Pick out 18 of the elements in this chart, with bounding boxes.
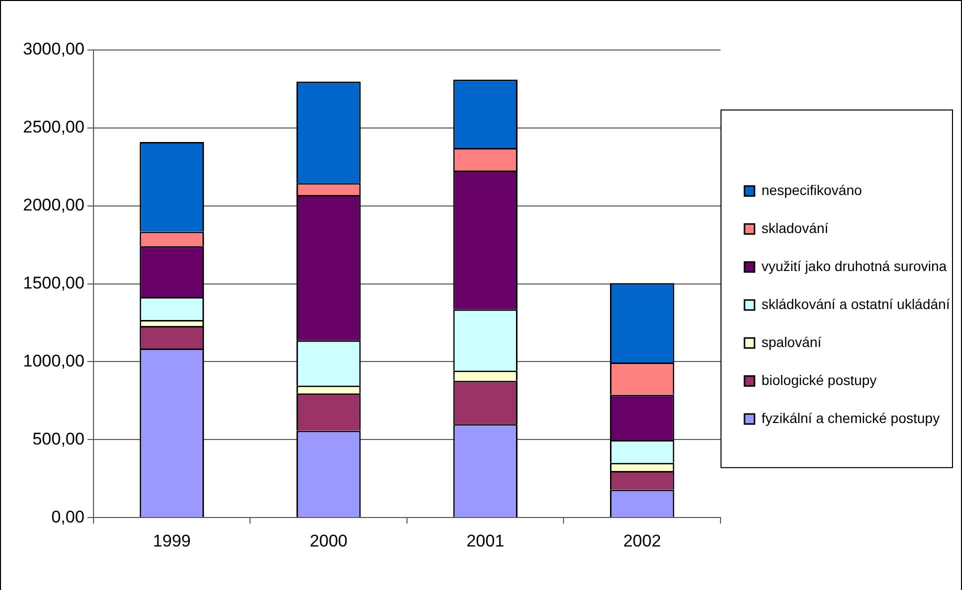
y-tick-label: 2000,00 [23, 196, 84, 215]
y-tick-label: 500,00 [32, 429, 84, 448]
legend-label: skladování [762, 220, 829, 236]
legend-label: biologické postupy [762, 372, 877, 388]
legend-label: spalování [762, 334, 822, 350]
x-tick-label: 2002 [623, 531, 662, 550]
x-tick-label: 1999 [152, 531, 191, 550]
x-tick-label: 2000 [310, 531, 348, 550]
legend-label: fyzikální a chemické postupy [762, 410, 940, 426]
y-tick-label: 1500,00 [23, 273, 84, 292]
x-tick-label: 2001 [466, 531, 504, 550]
y-tick-label: 2500,00 [23, 118, 84, 137]
legend-label: nespecifikováno [762, 182, 862, 198]
y-tick-label: 0,00 [51, 507, 84, 526]
y-tick-label: 1000,00 [23, 351, 84, 370]
legend-label: využití jako druhotná surovina [762, 258, 947, 274]
legend-label: skládkování a ostatní ukládání [762, 296, 950, 312]
y-tick-label: 3000,00 [23, 40, 84, 59]
